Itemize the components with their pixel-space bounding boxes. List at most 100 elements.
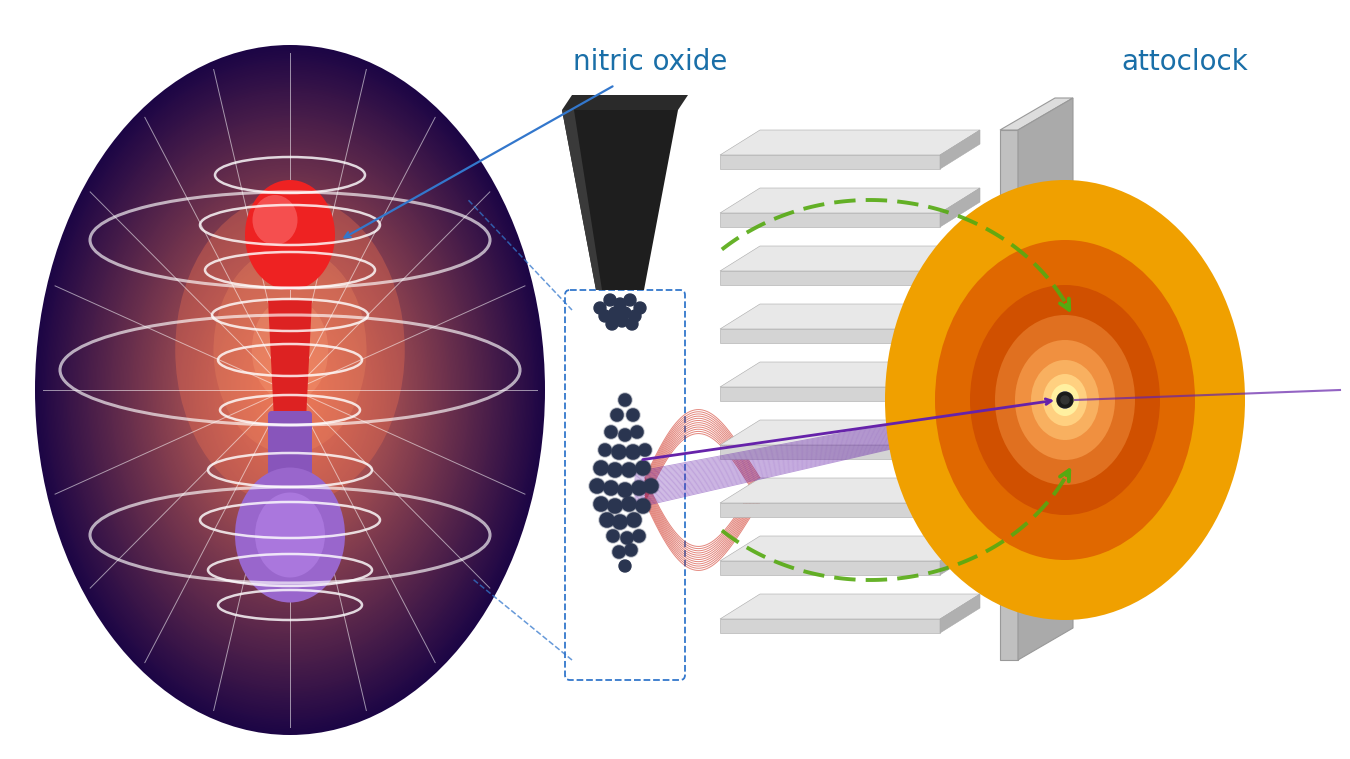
Ellipse shape: [107, 142, 474, 638]
Ellipse shape: [166, 222, 413, 557]
Ellipse shape: [173, 231, 408, 549]
Ellipse shape: [244, 328, 336, 452]
Ellipse shape: [115, 153, 464, 626]
Ellipse shape: [51, 68, 528, 713]
Ellipse shape: [273, 366, 308, 414]
Polygon shape: [1018, 98, 1073, 660]
Ellipse shape: [265, 355, 316, 424]
Ellipse shape: [150, 200, 431, 580]
Ellipse shape: [76, 100, 504, 680]
Ellipse shape: [66, 87, 514, 694]
Polygon shape: [940, 304, 980, 343]
Circle shape: [626, 409, 639, 421]
Ellipse shape: [120, 161, 459, 619]
Ellipse shape: [208, 279, 371, 500]
Ellipse shape: [54, 71, 526, 709]
Circle shape: [630, 426, 643, 438]
Circle shape: [612, 409, 622, 421]
Ellipse shape: [261, 351, 320, 430]
Ellipse shape: [213, 286, 366, 493]
Polygon shape: [940, 594, 980, 633]
Circle shape: [614, 298, 626, 310]
Circle shape: [632, 529, 647, 543]
Ellipse shape: [55, 73, 525, 707]
Ellipse shape: [235, 468, 346, 603]
Polygon shape: [940, 420, 980, 459]
Ellipse shape: [215, 288, 366, 492]
Ellipse shape: [247, 332, 333, 449]
Ellipse shape: [108, 143, 472, 637]
Circle shape: [625, 544, 637, 556]
Ellipse shape: [181, 241, 400, 538]
Circle shape: [608, 498, 622, 514]
Polygon shape: [720, 362, 980, 387]
Polygon shape: [720, 445, 940, 459]
Polygon shape: [562, 95, 688, 110]
Ellipse shape: [159, 214, 420, 566]
Ellipse shape: [72, 95, 508, 685]
Ellipse shape: [81, 107, 500, 673]
Text: nitric oxide: nitric oxide: [572, 48, 728, 76]
Text: attoclock: attoclock: [1122, 48, 1249, 76]
Polygon shape: [720, 420, 980, 445]
Ellipse shape: [40, 52, 540, 728]
Ellipse shape: [255, 493, 325, 578]
Ellipse shape: [165, 221, 414, 559]
Ellipse shape: [188, 252, 392, 528]
Ellipse shape: [61, 80, 520, 701]
Polygon shape: [720, 246, 980, 271]
Ellipse shape: [270, 362, 310, 417]
Ellipse shape: [182, 245, 397, 535]
Ellipse shape: [248, 333, 332, 447]
Circle shape: [639, 444, 651, 456]
Circle shape: [622, 497, 636, 511]
Circle shape: [603, 480, 620, 496]
Ellipse shape: [113, 152, 466, 628]
Ellipse shape: [38, 49, 543, 732]
Ellipse shape: [277, 373, 302, 408]
Circle shape: [612, 545, 626, 559]
Ellipse shape: [144, 194, 435, 587]
Ellipse shape: [1015, 340, 1115, 460]
Ellipse shape: [99, 131, 481, 649]
Circle shape: [626, 408, 640, 422]
Ellipse shape: [281, 378, 298, 402]
Ellipse shape: [140, 188, 439, 592]
Ellipse shape: [282, 380, 297, 400]
Ellipse shape: [130, 172, 451, 607]
Circle shape: [608, 499, 622, 513]
Ellipse shape: [288, 386, 293, 393]
Ellipse shape: [128, 171, 452, 609]
Ellipse shape: [70, 93, 509, 687]
Polygon shape: [940, 246, 980, 285]
Polygon shape: [1000, 98, 1073, 130]
Ellipse shape: [235, 316, 344, 465]
Ellipse shape: [167, 225, 412, 556]
Ellipse shape: [90, 119, 490, 661]
Circle shape: [603, 481, 618, 495]
Circle shape: [620, 560, 630, 572]
Ellipse shape: [184, 247, 396, 533]
Ellipse shape: [231, 310, 348, 469]
Circle shape: [624, 543, 639, 557]
Ellipse shape: [127, 169, 454, 611]
Ellipse shape: [267, 359, 313, 421]
Ellipse shape: [73, 96, 506, 683]
Circle shape: [618, 483, 632, 497]
Circle shape: [594, 302, 606, 314]
Ellipse shape: [49, 64, 531, 716]
Ellipse shape: [135, 180, 446, 600]
Ellipse shape: [227, 304, 354, 476]
Ellipse shape: [186, 250, 393, 530]
Circle shape: [608, 462, 622, 478]
Ellipse shape: [256, 345, 323, 435]
Ellipse shape: [202, 271, 378, 509]
Polygon shape: [720, 503, 940, 517]
Circle shape: [633, 530, 645, 542]
Ellipse shape: [200, 267, 381, 512]
Ellipse shape: [274, 370, 305, 411]
Circle shape: [605, 426, 617, 438]
Ellipse shape: [84, 111, 497, 669]
Ellipse shape: [228, 307, 351, 473]
Polygon shape: [720, 478, 980, 503]
